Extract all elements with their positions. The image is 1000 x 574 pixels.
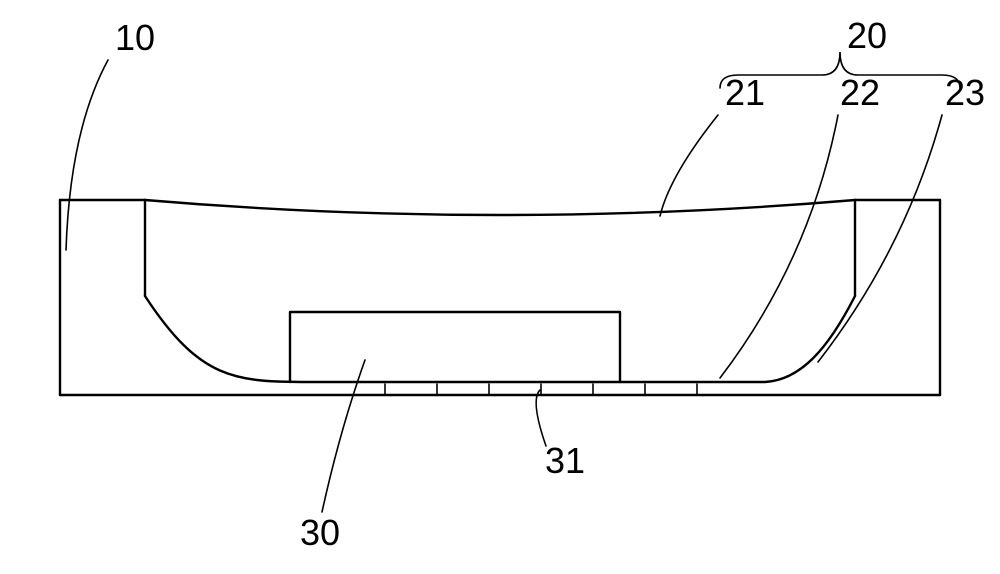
label-22-label: 22 (840, 72, 880, 113)
diagram-canvas: 20 10 21 22 23 30 31 (0, 0, 1000, 574)
label-10-label: 10 (115, 17, 155, 58)
label-21-leader (660, 115, 718, 216)
label-22-leader (720, 115, 838, 378)
inner-rect-30 (290, 312, 620, 382)
label-31-label: 31 (545, 440, 585, 481)
label-31-leader (536, 390, 546, 446)
label-10-leader (66, 60, 108, 250)
main-structure (60, 200, 940, 395)
label-20: 20 (847, 15, 887, 56)
label-23-leader (818, 115, 942, 362)
label-21-label: 21 (725, 72, 765, 113)
upper-curve-21 (145, 200, 855, 215)
label-23-label: 23 (945, 72, 985, 113)
label-30-label: 30 (300, 512, 340, 553)
